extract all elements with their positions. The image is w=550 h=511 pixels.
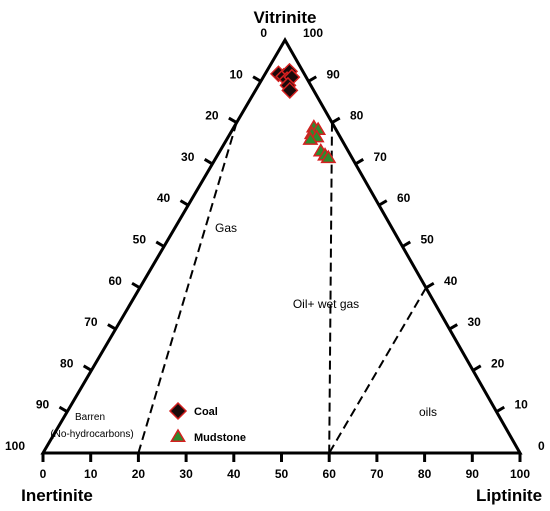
left-tick-20 <box>228 116 238 124</box>
right-tick-label-20: 20 <box>491 356 505 370</box>
legend-label-mudstone: Mudstone <box>194 432 246 444</box>
left-tick-label-40: 40 <box>157 191 171 205</box>
vertex-label-top: Vitrinite <box>254 8 317 27</box>
region-label-4: (No-hydrocarbons) <box>50 429 133 440</box>
right-tick-label-80: 80 <box>350 109 364 123</box>
bottom-tick-label-80: 80 <box>418 467 432 481</box>
right-tick-label-90: 90 <box>327 67 341 81</box>
point-coal-6 <box>281 81 299 99</box>
right-tick-label-10: 10 <box>515 398 529 412</box>
left-tick-60 <box>131 281 141 290</box>
region-label-0: Gas <box>215 221 237 235</box>
vertex-label-bottom-left: Inertinite <box>21 486 93 505</box>
right-tick-30 <box>448 323 459 331</box>
bottom-tick-label-20: 20 <box>132 467 146 481</box>
left-tick-label-30: 30 <box>181 150 195 164</box>
right-tick-20 <box>472 364 482 372</box>
legend: Coal Mudstone <box>168 401 246 444</box>
region-boundaries <box>137 122 427 454</box>
left-tick-label-0: 0 <box>260 26 267 40</box>
right-tick-label-70: 70 <box>374 150 388 164</box>
data-points <box>269 62 337 164</box>
legend-label-coal: Coal <box>194 406 218 418</box>
right-tick-90 <box>307 75 318 83</box>
left-tick-30 <box>203 158 214 166</box>
right-tick-80 <box>331 116 341 124</box>
left-tick-70 <box>107 323 117 331</box>
right-tick-label-0: 0 <box>538 439 545 453</box>
legend-marker-coal <box>168 401 188 421</box>
right-tick-label-100: 100 <box>303 26 323 40</box>
left-tick-label-60: 60 <box>108 274 122 288</box>
boundary-line-1 <box>328 122 333 454</box>
bottom-tick-label-60: 60 <box>323 467 337 481</box>
left-tick-label-70: 70 <box>84 315 98 329</box>
region-label-1: Oil+ wet gas <box>293 297 359 311</box>
right-tick-label-50: 50 <box>421 233 435 247</box>
bottom-tick-label-0: 0 <box>40 467 47 481</box>
axis-ticks: 0 0 0 10 10 10 20 20 20 30 30 30 40 40 40 50 50 50 60 60 60 7… <box>5 26 545 481</box>
bottom-tick-label-70: 70 <box>370 467 384 481</box>
right-tick-60 <box>378 199 388 207</box>
left-tick-label-100: 100 <box>5 439 25 453</box>
region-label-2: oils <box>419 405 437 419</box>
right-tick-50 <box>401 240 412 248</box>
vertex-label-bottom-right: Liptinite <box>476 486 542 505</box>
left-tick-40 <box>179 199 189 207</box>
right-tick-10 <box>495 405 506 413</box>
bottom-tick-label-30: 30 <box>179 467 193 481</box>
bottom-tick-label-10: 10 <box>84 467 98 481</box>
point-mudstone-7 <box>320 149 337 164</box>
left-tick-label-80: 80 <box>60 356 74 370</box>
boundary-line-0 <box>137 122 238 454</box>
triangle-frame <box>40 37 523 455</box>
point-mudstone-4 <box>302 131 319 145</box>
bottom-tick-label-40: 40 <box>227 467 241 481</box>
left-tick-label-90: 90 <box>36 398 50 412</box>
legend-marker-mudstone <box>170 428 186 442</box>
bottom-tick-label-100: 100 <box>510 467 530 481</box>
chart-labels: Vitrinite Inertinite Liptinite Gas Oil+ wet … <box>21 8 542 505</box>
left-tick-label-10: 10 <box>229 67 243 81</box>
left-tick-50 <box>155 240 165 248</box>
triangle-outline <box>40 37 523 455</box>
right-tick-label-40: 40 <box>444 274 458 288</box>
right-tick-70 <box>354 158 365 166</box>
bottom-tick-label-90: 90 <box>466 467 480 481</box>
left-tick-80 <box>82 364 93 372</box>
right-tick-label-30: 30 <box>468 315 482 329</box>
bottom-tick-label-50: 50 <box>275 467 289 481</box>
right-tick-label-60: 60 <box>397 191 411 205</box>
left-tick-90 <box>58 405 68 413</box>
left-tick-10 <box>252 75 262 83</box>
right-tick-40 <box>425 281 435 290</box>
boundary-line-2 <box>328 287 427 454</box>
region-label-3: Barren <box>75 412 105 423</box>
left-tick-label-50: 50 <box>133 233 147 247</box>
left-tick-label-20: 20 <box>205 109 219 123</box>
